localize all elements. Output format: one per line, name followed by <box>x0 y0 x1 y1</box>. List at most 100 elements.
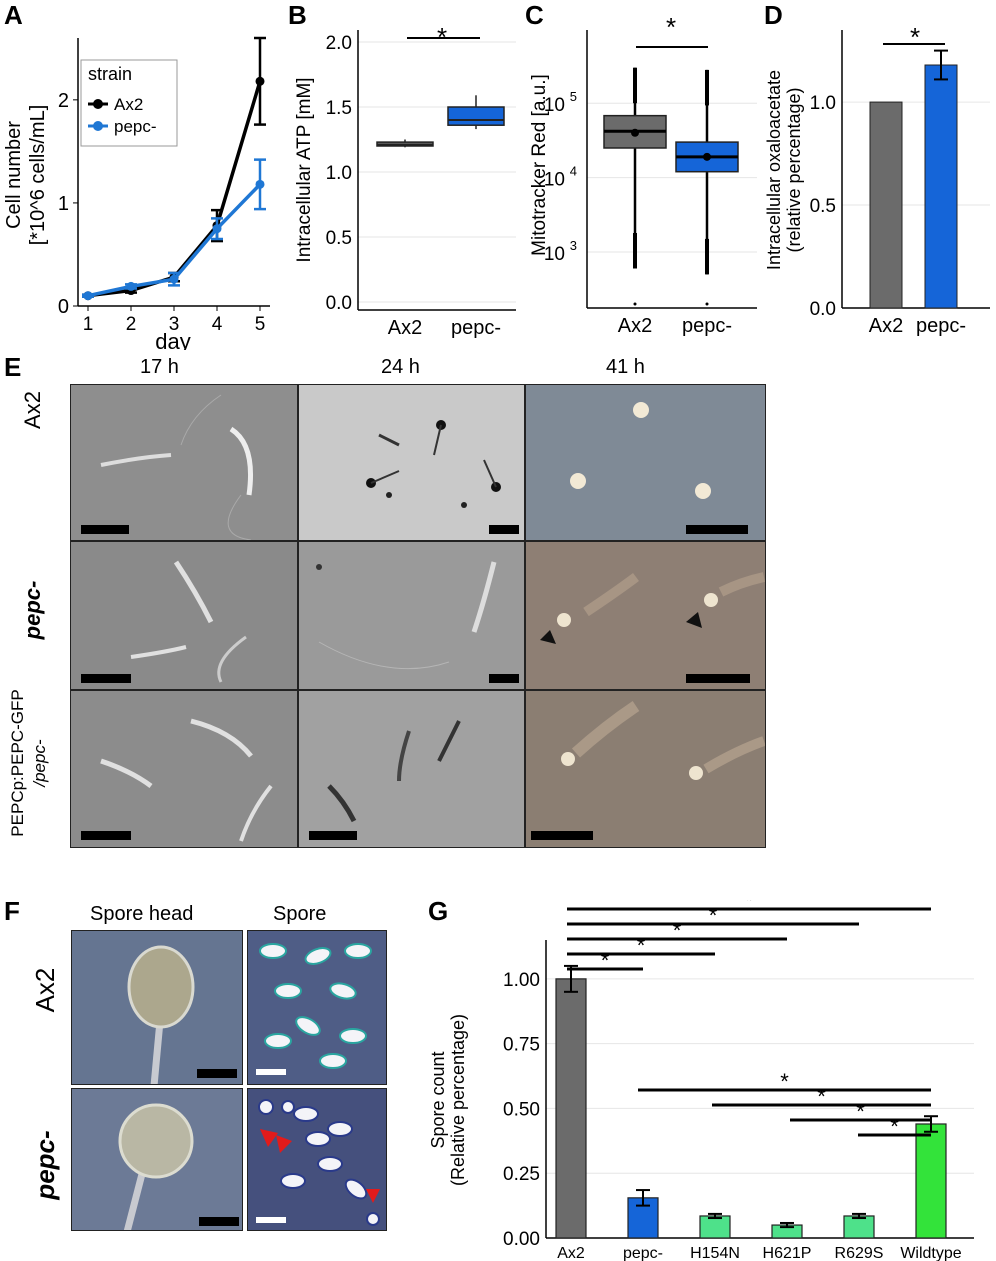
chart-c-xtick-label: Ax2 <box>618 315 652 337</box>
scale-bar <box>489 674 519 683</box>
panel-letter-c: C <box>525 0 544 30</box>
chart-c-ytick-base: 10 <box>544 95 565 116</box>
chart-a-xtick-label: 4 <box>212 314 223 335</box>
chart-b-sig: * <box>437 22 447 52</box>
micrograph-pepc-spores <box>247 1088 387 1231</box>
chart-c-ytick-exp: 4 <box>570 164 577 179</box>
panel-e-row-label-ax2: Ax2 <box>20 391 45 429</box>
scale-bar <box>309 831 357 840</box>
panel-f-row-label-ax2: Ax2 <box>30 967 60 1013</box>
micrograph-rescue-41h <box>525 690 766 848</box>
chart-c-box: 10 3 10 4 10 5 Ax2 pepc- Mitotracker Red [a.u.]… <box>529 12 757 337</box>
scale-bar <box>199 1217 239 1226</box>
panel-e-col-title-17h: 17 h <box>140 356 179 378</box>
micrograph-pepc-17h <box>70 541 298 690</box>
chart-b-ytick-label: 1.0 <box>326 163 352 184</box>
panel-f-row-label-pepc: pepc- <box>30 1130 60 1200</box>
panel-e-col-title-41h: 41 h <box>606 356 645 378</box>
chart-b-xtick-label: pepc- <box>451 317 501 339</box>
chart-g-bar: 0.00 0.25 0.50 0.75 1.00 Ax2 pepc- H154N H621P R6… <box>428 900 974 1261</box>
chart-g-bar <box>555 978 587 1239</box>
chart-g-xtick-label: pepc- <box>623 1245 663 1261</box>
chart-g-ylabel: Spore count <box>428 1051 448 1148</box>
chart-a-xtick-label: 3 <box>169 314 180 335</box>
chart-g-sig-star: * <box>745 900 754 913</box>
chart-d-bar <box>924 64 958 309</box>
panel-letter-g: G <box>428 896 449 926</box>
micrograph-pepc-24h <box>298 541 525 690</box>
chart-a-point <box>83 291 93 301</box>
panel-e-row-label-pepc: pepc- <box>20 580 45 640</box>
chart-a-legend-ax2: Ax2 <box>114 95 143 114</box>
chart-b-box: 0.0 0.5 1.0 1.5 2.0 Ax2 pepc- Intracellular AT… <box>294 22 516 339</box>
chart-a-ylabel: Cell number <box>3 121 25 229</box>
scale-bar <box>531 831 593 840</box>
scale-bar <box>686 674 750 683</box>
chart-g-ylabel2: (Relative percentage) <box>448 1014 468 1186</box>
chart-g-xtick-label: R629S <box>835 1245 884 1261</box>
scale-bar <box>81 525 129 534</box>
chart-b-box <box>447 106 505 126</box>
scale-bar <box>256 1217 286 1223</box>
chart-d-sig: * <box>910 22 920 52</box>
chart-g-sig-star: * <box>673 918 682 943</box>
micrograph-ax2-spore-head <box>71 930 243 1085</box>
chart-a-ylabel2: [*10^6 cells/mL] <box>27 105 49 246</box>
chart-d-ylabel2: (relative percentage) <box>784 87 804 252</box>
panel-letter-e: E <box>4 352 22 382</box>
panel-e-col-title-24h: 24 h <box>381 356 420 378</box>
chart-g-bar <box>915 1123 947 1239</box>
chart-c-ytick-base: 10 <box>544 170 565 191</box>
chart-g-ytick-label: 1.00 <box>503 970 540 991</box>
micrograph-pepc-spore-head <box>71 1088 243 1231</box>
chart-g-xtick-label: Wildtype <box>900 1245 961 1261</box>
chart-c-ytick-base: 10 <box>544 244 565 265</box>
chart-g-sig-star: * <box>890 1114 899 1139</box>
chart-c-mean <box>631 128 639 137</box>
chart-g-ytick-label: 0.75 <box>503 1035 540 1056</box>
chart-a-ytick-label: 1 <box>58 193 69 215</box>
scale-bar <box>256 1069 286 1075</box>
micrograph-pepc-41h <box>525 541 766 690</box>
scale-bar <box>81 831 131 840</box>
chart-d-xtick-label: pepc- <box>916 315 966 337</box>
chart-c-outlier <box>633 302 637 306</box>
micrograph-rescue-24h <box>298 690 525 848</box>
chart-g-sig-star: * <box>601 948 610 973</box>
chart-d-bar <box>869 101 903 309</box>
chart-a-ytick-label: 0 <box>58 296 69 318</box>
chart-g-xtick-label: H621P <box>763 1245 812 1261</box>
chart-g-bar <box>699 1215 731 1239</box>
chart-a-xlabel: day <box>155 329 190 350</box>
micrograph-ax2-spores <box>247 930 387 1085</box>
panel-f-col-title-spore: Spore <box>273 903 327 925</box>
chart-b-ylabel: Intracellular ATP [mM] <box>294 77 315 262</box>
chart-d-ytick-label: 0.5 <box>810 196 836 217</box>
panel-letter-a: A <box>4 0 23 30</box>
chart-c-mean <box>703 152 711 161</box>
panel-letter-d: D <box>764 0 783 30</box>
panel-letter-f: F <box>4 896 20 926</box>
chart-a-point <box>126 281 136 291</box>
micrograph-ax2-24h <box>298 384 525 541</box>
chart-b-ytick-label: 0.0 <box>326 293 352 314</box>
chart-g-sig-star: * <box>856 1099 865 1124</box>
chart-c-ytick-exp: 3 <box>570 238 577 253</box>
chart-a-xtick-label: 5 <box>255 314 266 335</box>
panel-f-col-title-head: Spore head <box>90 903 194 925</box>
chart-d-ylabel: Intracellular oxaloacetate <box>764 70 784 270</box>
chart-b-xtick-label: Ax2 <box>388 317 422 339</box>
micrograph-rescue-17h <box>70 690 298 848</box>
chart-b-ytick-label: 2.0 <box>326 33 352 54</box>
chart-c-ylabel: Mitotracker Red [a.u.] <box>529 74 550 256</box>
panel-letter-b: B <box>288 0 307 30</box>
panel-e-row-label-pepcp2: /pepc- <box>30 739 49 787</box>
chart-a-legend: strain Ax2 pepc- <box>80 59 178 147</box>
chart-d-bar: 0.0 0.5 1.0 Ax2 pepc- Intracellular oxaloace… <box>764 22 990 337</box>
chart-a-point <box>255 76 265 86</box>
scale-bar <box>686 525 748 534</box>
chart-a-point <box>212 224 222 234</box>
chart-d-ytick-label: 1.0 <box>810 93 836 114</box>
chart-a-point <box>169 274 179 284</box>
